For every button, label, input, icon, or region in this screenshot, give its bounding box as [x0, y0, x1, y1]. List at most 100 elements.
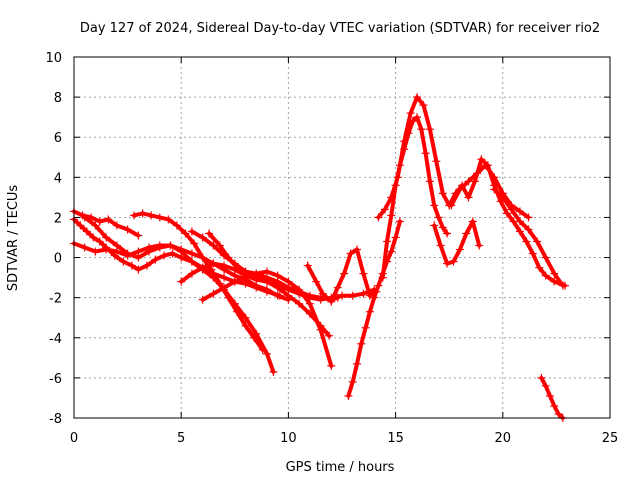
y-tick-label: 4: [54, 171, 62, 186]
data-point-marker: [380, 205, 389, 214]
data-point-marker: [80, 243, 89, 252]
data-point-marker: [327, 297, 336, 306]
data-point-marker: [82, 227, 91, 236]
series-arc-08: [198, 267, 336, 370]
data-point-marker: [348, 291, 357, 300]
series-trace: [346, 219, 402, 398]
data-point-marker: [357, 339, 366, 348]
data-point-marker: [374, 213, 383, 222]
y-tick-label: 2: [54, 211, 62, 226]
data-point-marker: [190, 239, 199, 248]
data-point-marker: [436, 241, 445, 250]
data-point-marker: [187, 227, 196, 236]
data-point-marker: [421, 149, 430, 158]
data-point-marker: [181, 229, 190, 238]
data-point-marker: [316, 325, 325, 334]
series-trace: [539, 375, 565, 420]
data-point-marker: [344, 391, 353, 400]
data-point-marker: [187, 249, 196, 258]
data-point-marker: [475, 241, 484, 250]
series-arc-10: [303, 245, 381, 306]
data-point-marker: [524, 213, 533, 222]
data-point-marker: [303, 261, 312, 270]
data-point-marker: [455, 185, 464, 194]
data-point-marker: [383, 237, 392, 246]
data-point-marker: [205, 229, 214, 238]
data-point-marker: [134, 231, 143, 240]
series-arc-14: [430, 217, 484, 268]
x-tick-label: 20: [495, 431, 512, 446]
data-point-marker: [359, 289, 368, 298]
data-point-marker: [438, 223, 447, 232]
data-point-marker: [365, 307, 374, 316]
data-point-marker: [215, 279, 224, 288]
data-point-marker: [172, 221, 181, 230]
data-point-marker: [378, 273, 387, 282]
data-point-marker: [434, 213, 443, 222]
series-arc-05: [130, 209, 267, 354]
series-trace: [132, 211, 265, 352]
data-point-marker: [464, 193, 473, 202]
data-point-marker: [250, 333, 259, 342]
data-point-marker: [400, 145, 409, 154]
data-point-marker: [177, 247, 186, 256]
data-point-marker: [220, 273, 229, 282]
data-point-marker: [209, 289, 218, 298]
data-point-marker: [155, 243, 164, 252]
data-point-marker: [151, 255, 160, 264]
data-point-marker: [134, 253, 143, 262]
data-point-marker: [550, 277, 559, 286]
data-point-marker: [215, 241, 224, 250]
data-point-marker: [80, 213, 89, 222]
data-point-marker: [432, 157, 441, 166]
series-arc-12: [374, 93, 569, 290]
data-point-marker: [187, 257, 196, 266]
data-point-marker: [387, 247, 396, 256]
axis-ticks: 0 5 10 15 20 25 -8 -6 -4 -2 0 2 4 6 8 10: [45, 51, 618, 446]
series-arc-13: [378, 113, 452, 282]
data-point-marker: [130, 211, 139, 220]
y-tick-label: -2: [49, 292, 62, 307]
data-point-marker: [406, 109, 415, 118]
data-point-marker: [187, 269, 196, 278]
data-point-marker: [166, 241, 175, 250]
data-point-marker: [374, 281, 383, 290]
data-point-marker: [365, 291, 374, 300]
data-point-marker: [515, 227, 524, 236]
data-series: [70, 93, 569, 422]
series-trace: [376, 95, 567, 288]
data-point-marker: [232, 263, 241, 272]
data-point-marker: [262, 349, 271, 358]
data-point-marker: [318, 289, 327, 298]
data-point-marker: [104, 215, 113, 224]
data-point-marker: [252, 269, 261, 278]
data-point-marker: [550, 269, 559, 278]
data-point-marker: [295, 287, 304, 296]
data-point-marker: [387, 211, 396, 220]
data-point-marker: [545, 391, 554, 400]
data-point-marker: [220, 261, 229, 270]
data-point-marker: [198, 295, 207, 304]
series-arc-09: [205, 229, 342, 304]
data-point-marker: [220, 283, 229, 292]
series-arc-04: [80, 213, 278, 376]
data-point-marker: [91, 247, 100, 256]
y-tick-label: 6: [54, 131, 62, 146]
data-point-marker: [127, 261, 136, 270]
chart-title: Day 127 of 2024, Sidereal Day-to-day VTE…: [80, 21, 600, 36]
data-point-marker: [449, 257, 458, 266]
data-point-marker: [490, 173, 499, 182]
data-point-marker: [353, 245, 362, 254]
series-trace: [449, 163, 531, 220]
data-point-marker: [338, 291, 346, 300]
series-arc-17: [537, 373, 567, 422]
data-point-marker: [224, 253, 233, 262]
x-tick-label: 25: [602, 431, 619, 446]
data-point-marker: [119, 257, 128, 266]
data-point-marker: [443, 229, 452, 238]
y-tick-label: 8: [54, 91, 62, 106]
grid-lines: [74, 57, 610, 418]
data-point-marker: [537, 373, 546, 382]
data-point-marker: [419, 101, 428, 110]
